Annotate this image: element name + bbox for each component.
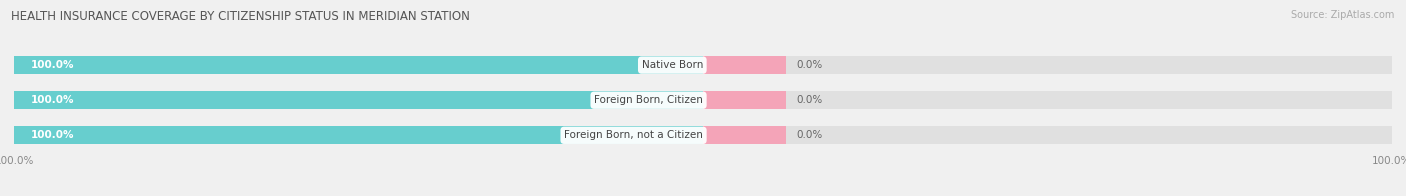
Bar bbox=[14, 56, 1392, 74]
Text: 100.0%: 100.0% bbox=[31, 60, 75, 70]
Text: Native Born: Native Born bbox=[641, 60, 703, 70]
Text: HEALTH INSURANCE COVERAGE BY CITIZENSHIP STATUS IN MERIDIAN STATION: HEALTH INSURANCE COVERAGE BY CITIZENSHIP… bbox=[11, 10, 470, 23]
Bar bbox=[703, 91, 786, 109]
Bar bbox=[14, 56, 703, 74]
Text: 100.0%: 100.0% bbox=[31, 130, 75, 140]
Text: Source: ZipAtlas.com: Source: ZipAtlas.com bbox=[1291, 10, 1395, 20]
Text: 100.0%: 100.0% bbox=[31, 95, 75, 105]
Bar bbox=[14, 126, 703, 144]
Text: 0.0%: 0.0% bbox=[796, 95, 823, 105]
Text: 0.0%: 0.0% bbox=[796, 130, 823, 140]
Bar bbox=[14, 91, 1392, 109]
Bar bbox=[703, 56, 786, 74]
Bar bbox=[14, 91, 703, 109]
Text: Foreign Born, Citizen: Foreign Born, Citizen bbox=[595, 95, 703, 105]
Bar bbox=[703, 126, 786, 144]
Bar bbox=[14, 126, 1392, 144]
Text: Foreign Born, not a Citizen: Foreign Born, not a Citizen bbox=[564, 130, 703, 140]
Text: 0.0%: 0.0% bbox=[796, 60, 823, 70]
